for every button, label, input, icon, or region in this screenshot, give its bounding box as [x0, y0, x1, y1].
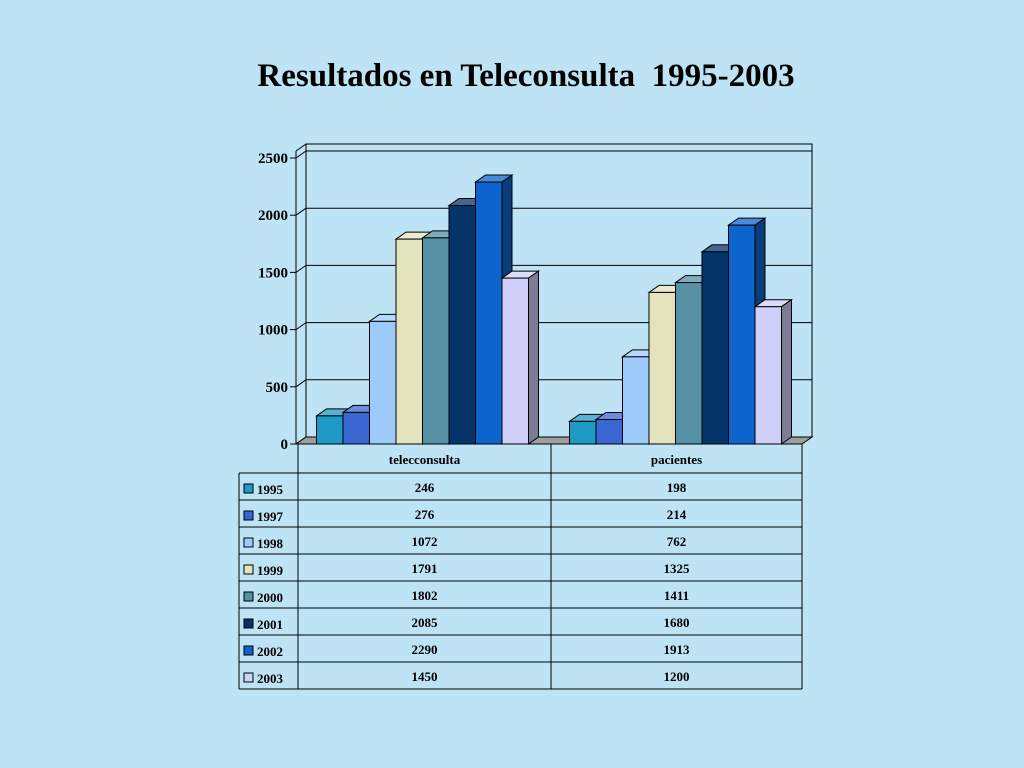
- y-tick-label: 2500: [258, 151, 288, 167]
- data-label: 1200: [664, 669, 690, 684]
- legend-key-2002: [243, 645, 254, 656]
- gridline-side: [295, 264, 307, 273]
- y-tick-label: 0: [281, 437, 289, 453]
- data-label: 762: [667, 534, 687, 549]
- legend-label: 1995: [257, 482, 284, 497]
- bar-1997-pacientes: [595, 419, 623, 445]
- data-label: 1411: [664, 588, 689, 603]
- data-label: 1913: [664, 642, 691, 657]
- data-label: 198: [667, 480, 687, 495]
- y-tick-label: 1500: [258, 265, 288, 281]
- bar-2001-telecconsulta: [448, 204, 476, 445]
- bar-2003-telecconsulta: [501, 277, 529, 445]
- bar-1999-pacientes: [648, 291, 676, 445]
- gridline-side: [295, 150, 307, 159]
- legend-key-1998: [243, 537, 254, 548]
- data-label: 2085: [412, 615, 439, 630]
- legend-key-1997: [243, 510, 254, 521]
- bar-2001-pacientes: [701, 251, 729, 445]
- bar-side-2003-1: [781, 298, 792, 445]
- legend-label: 2000: [257, 590, 283, 605]
- data-label: 1072: [412, 534, 438, 549]
- legend-key-1999: [243, 564, 254, 575]
- bar-1998-pacientes: [622, 356, 650, 445]
- bar-2000-pacientes: [675, 282, 703, 445]
- legend-key-2001: [243, 618, 254, 629]
- y-tick-label: 2000: [258, 208, 288, 224]
- legend-key-2003: [243, 672, 254, 683]
- data-label: 1680: [664, 615, 690, 630]
- side-wall-top: [295, 143, 307, 152]
- bar-2000-telecconsulta: [422, 237, 450, 445]
- data-label: 246: [415, 480, 435, 495]
- bar-1997-telecconsulta: [342, 411, 370, 445]
- bar-1998-telecconsulta: [369, 320, 397, 445]
- chart-title: Resultados en Teleconsulta 1995-2003: [257, 58, 795, 94]
- legend-label: 1997: [257, 509, 284, 524]
- bar-2002-pacientes: [728, 224, 756, 445]
- category-label: telecconsulta: [389, 452, 461, 467]
- data-label: 276: [415, 507, 435, 522]
- legend-key-1995: [243, 483, 254, 494]
- bar-2003-pacientes: [754, 306, 782, 445]
- data-label: 1325: [664, 561, 691, 576]
- legend-label: 2002: [257, 644, 283, 659]
- gridline-side: [295, 207, 307, 216]
- data-label: 1791: [412, 561, 438, 576]
- gridline-side: [295, 322, 307, 331]
- category-label: pacientes: [651, 452, 702, 467]
- legend-label: 2003: [257, 671, 284, 686]
- bar-2002-telecconsulta: [475, 181, 503, 445]
- legend-key-2000: [243, 591, 254, 602]
- data-label: 1450: [412, 669, 438, 684]
- legend-label: 1998: [257, 536, 284, 551]
- bar-1995-telecconsulta: [316, 415, 344, 445]
- y-tick-label: 1000: [258, 323, 288, 339]
- legend-label: 1999: [257, 563, 284, 578]
- data-label: 1802: [412, 588, 438, 603]
- legend-label: 2001: [257, 617, 283, 632]
- bar-1995-pacientes: [569, 420, 597, 445]
- bar-side-2003-0: [528, 270, 539, 445]
- data-label: 214: [667, 507, 687, 522]
- y-tick-label: 500: [266, 380, 289, 396]
- gridline-side: [295, 379, 307, 388]
- data-label: 2290: [412, 642, 438, 657]
- bar-1999-telecconsulta: [395, 238, 423, 445]
